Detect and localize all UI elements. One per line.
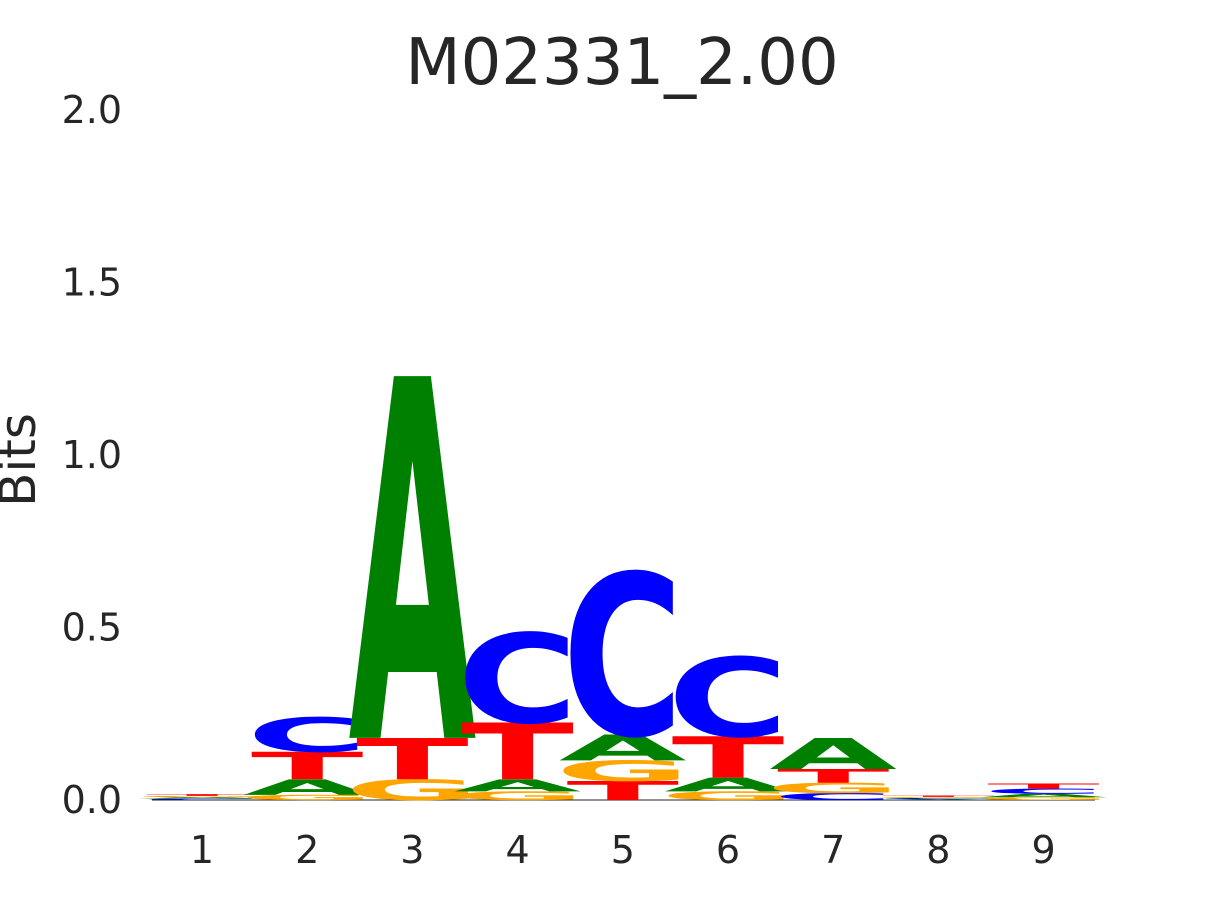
logo-letter-G: G bbox=[976, 797, 1112, 801]
logo-letter-G: G bbox=[765, 780, 900, 797]
y-tick-label: 1.5 bbox=[62, 261, 122, 305]
logo-letter-A: A bbox=[243, 775, 371, 800]
x-tick-label: 8 bbox=[926, 828, 950, 872]
logo-letter-A: A bbox=[349, 279, 478, 856]
logo-letter-A: A bbox=[559, 728, 687, 769]
logo-letter-G: G bbox=[450, 789, 585, 803]
logo-letter-G: G bbox=[660, 789, 795, 803]
logo-letter-G: G bbox=[555, 755, 690, 788]
logo-letter-C: C bbox=[247, 708, 368, 763]
logo-letter-A: A bbox=[138, 797, 266, 799]
x-tick-label: 6 bbox=[716, 828, 740, 872]
logo-letter-T: T bbox=[987, 782, 1100, 790]
x-tick-label: 7 bbox=[821, 828, 845, 872]
x-tick-label: 2 bbox=[295, 828, 319, 872]
logo-letter-A: A bbox=[875, 799, 1003, 801]
y-tick-label: 2.0 bbox=[62, 88, 122, 132]
logo-letter-T: T bbox=[882, 795, 995, 797]
logo-letter-A: A bbox=[664, 774, 792, 796]
y-axis-ticks: 0.0 0.5 1.0 1.5 2.0 bbox=[62, 88, 122, 822]
logo-letter-C: C bbox=[667, 635, 788, 762]
logo-letter-A: A bbox=[980, 793, 1108, 799]
y-tick-label: 0.0 bbox=[62, 778, 122, 822]
logo-letter-T: T bbox=[672, 725, 785, 791]
y-axis-label: Bits bbox=[0, 413, 47, 507]
logo-letter-T: T bbox=[251, 745, 364, 789]
logo-letter-G: G bbox=[871, 797, 1006, 799]
logo-letter-A: A bbox=[454, 776, 582, 795]
logo-letter-G: G bbox=[134, 795, 269, 797]
x-tick-label: 1 bbox=[190, 828, 214, 872]
logo-letter-C: C bbox=[457, 609, 578, 752]
x-axis-ticks: 1 2 3 4 5 6 7 8 9 bbox=[190, 828, 1056, 872]
x-tick-label: 5 bbox=[611, 828, 635, 872]
x-tick-label: 3 bbox=[400, 828, 424, 872]
logo-letter-C: C bbox=[562, 529, 683, 788]
logo-letter-T: T bbox=[146, 794, 259, 797]
logo-letter-C: C bbox=[773, 791, 894, 802]
logo-letter-T: T bbox=[777, 765, 890, 787]
y-tick-label: 1.0 bbox=[62, 433, 122, 477]
logo-letter-T: T bbox=[461, 707, 574, 798]
x-tick-label: 4 bbox=[506, 828, 530, 872]
logo-letter-G: G bbox=[239, 793, 375, 801]
logo-letter-T: T bbox=[566, 776, 679, 806]
y-tick-label: 0.5 bbox=[62, 606, 122, 650]
logo-letter-C: C bbox=[878, 798, 999, 800]
logo-letter-C: C bbox=[983, 787, 1104, 795]
logo-letter-G: G bbox=[345, 774, 480, 807]
logo-letter-A: A bbox=[769, 730, 897, 779]
x-tick-label: 9 bbox=[1032, 828, 1056, 872]
logo-letter-T: T bbox=[356, 727, 469, 793]
logo-letter-C: C bbox=[141, 798, 262, 800]
chart-title: M02331_2.00 bbox=[405, 26, 838, 100]
